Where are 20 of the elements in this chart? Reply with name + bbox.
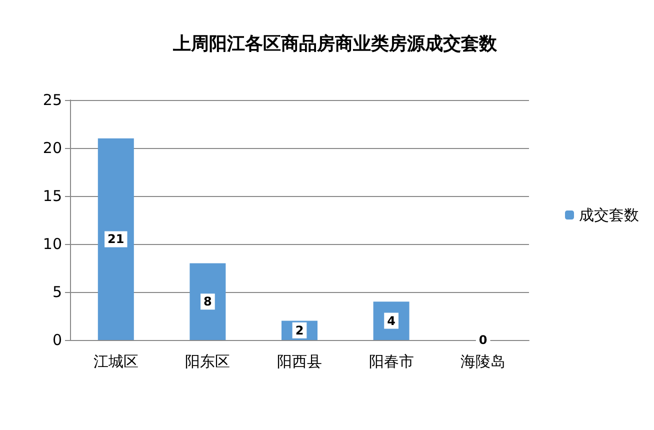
data-label: 8 (204, 294, 212, 309)
y-tick-label: 15 (42, 187, 62, 205)
data-label: 0 (478, 333, 488, 347)
data-label: 4 (387, 314, 396, 328)
x-tick-label: 阳西县 (277, 352, 322, 370)
y-tick-label: 20 (42, 139, 62, 157)
chart-title: 上周阳江各区商品房商业类房源成交套数 (172, 34, 498, 54)
bar (98, 138, 134, 340)
legend-label: 成交套数 (579, 206, 639, 224)
x-tick-label: 海陵岛 (460, 352, 506, 370)
data-label: 2 (295, 323, 304, 338)
y-tick-label: 5 (52, 283, 62, 301)
y-tick-label: 10 (42, 235, 62, 253)
data-label: 21 (108, 232, 124, 246)
y-tick-label: 0 (52, 331, 62, 349)
x-tick-label: 阳东区 (185, 352, 230, 370)
x-tick-label: 江城区 (93, 352, 138, 370)
y-tick-label: 25 (42, 91, 62, 109)
bar (190, 263, 226, 340)
x-tick-label: 阳春市 (368, 352, 414, 370)
